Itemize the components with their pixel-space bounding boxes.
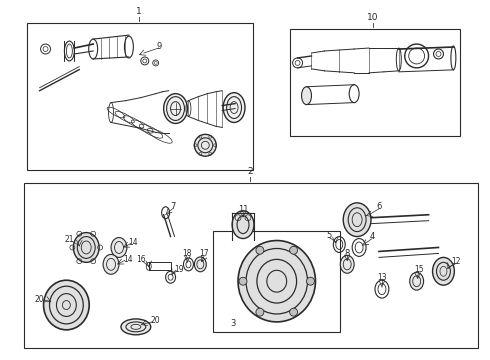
Text: 15: 15 [414, 265, 423, 274]
Text: 18: 18 [182, 249, 191, 258]
Text: 19: 19 [173, 265, 183, 274]
Circle shape [307, 277, 315, 285]
Text: 13: 13 [377, 273, 387, 282]
Ellipse shape [103, 255, 119, 274]
Ellipse shape [238, 240, 316, 322]
Circle shape [239, 277, 247, 285]
Text: 20: 20 [35, 294, 45, 303]
Text: 20: 20 [151, 316, 161, 325]
Text: 2: 2 [247, 167, 253, 176]
Ellipse shape [433, 257, 454, 285]
Text: 4: 4 [369, 232, 375, 241]
Ellipse shape [410, 272, 424, 290]
Circle shape [256, 246, 264, 254]
Text: 14: 14 [123, 255, 133, 264]
Ellipse shape [195, 257, 206, 272]
Text: 11: 11 [238, 205, 248, 214]
Ellipse shape [301, 87, 312, 105]
Ellipse shape [164, 94, 188, 123]
Text: 7: 7 [170, 202, 175, 211]
Text: 12: 12 [452, 257, 461, 266]
Ellipse shape [195, 134, 216, 156]
Circle shape [290, 308, 297, 316]
Circle shape [256, 308, 264, 316]
Text: 16: 16 [136, 255, 146, 264]
Text: 14: 14 [128, 238, 138, 247]
Text: 21: 21 [65, 235, 74, 244]
Bar [213, 231, 340, 332]
Bar [149, 262, 171, 270]
Text: 17: 17 [199, 249, 209, 258]
Ellipse shape [223, 93, 245, 122]
Ellipse shape [111, 238, 127, 257]
Text: 8: 8 [344, 249, 350, 258]
Ellipse shape [340, 255, 354, 273]
Bar [26, 23, 253, 170]
Ellipse shape [121, 319, 151, 335]
Text: 3: 3 [230, 319, 236, 328]
Ellipse shape [232, 211, 254, 239]
Text: 5: 5 [327, 231, 332, 240]
Text: 10: 10 [367, 13, 379, 22]
Bar [24, 183, 478, 348]
Text: 9: 9 [156, 41, 161, 50]
Ellipse shape [343, 203, 371, 237]
Ellipse shape [74, 233, 99, 262]
Ellipse shape [44, 280, 89, 330]
Text: 6: 6 [376, 202, 382, 211]
Circle shape [290, 246, 297, 254]
Bar [290, 29, 460, 136]
Text: 1: 1 [136, 7, 142, 16]
